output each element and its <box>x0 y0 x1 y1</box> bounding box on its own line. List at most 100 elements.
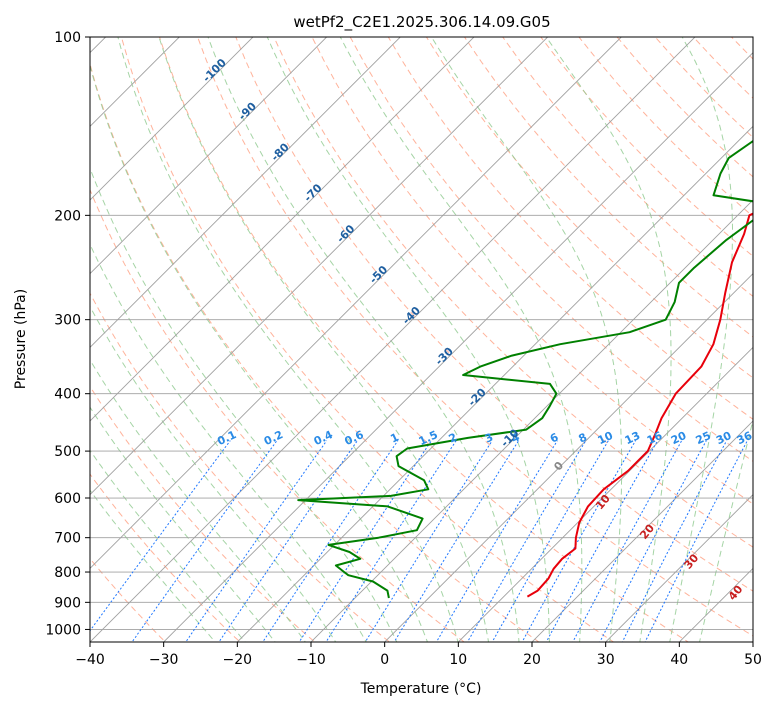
mixing-ratio-label: 3 <box>483 431 495 446</box>
moist-adiabat-line <box>90 63 428 642</box>
dry-adiabat-line <box>197 37 753 637</box>
y-tick-label: 700 <box>54 531 81 547</box>
dry-adiabat-label: -80 <box>269 140 292 163</box>
mixing-ratio-line <box>644 440 748 642</box>
y-axis-label: Pressure (hPa) <box>13 289 29 389</box>
mixing-ratio-line <box>572 440 683 642</box>
moist-adiabat-label: 30 <box>682 551 702 571</box>
isotherm-line <box>0 10 59 654</box>
mixing-ratio-label: 16 <box>645 429 665 447</box>
mixing-ratio-label: 8 <box>577 431 589 446</box>
isotherm-line <box>605 494 753 642</box>
moist-adiabat-line <box>431 37 623 642</box>
dry-adiabat-label: -40 <box>400 304 423 327</box>
y-tick-label: 300 <box>54 313 81 329</box>
y-tick-label: 400 <box>54 387 81 403</box>
dewpoint-profile-line <box>297 140 753 599</box>
x-tick-label: 40 <box>670 652 688 668</box>
dry-adiabat-line <box>425 37 753 379</box>
x-tick-label: −40 <box>75 652 105 668</box>
mixing-ratio-label: 0.2 <box>262 428 285 448</box>
mixing-ratio-label: 1.5 <box>417 428 440 448</box>
mixing-ratio-line <box>521 440 637 642</box>
x-tick-label: −20 <box>223 652 253 668</box>
dry-adiabat-line <box>158 37 690 642</box>
chart-title: wetPf2_C2E1.2025.306.14.09.G05 <box>293 13 550 32</box>
y-tick-label: 900 <box>54 595 81 611</box>
mixing-ratio-line <box>435 440 558 642</box>
dry-adiabat-line <box>90 188 465 642</box>
isotherm-line <box>90 37 696 642</box>
dry-adiabat-line <box>387 37 753 420</box>
dry-adiabat-label: -50 <box>367 263 390 286</box>
mixing-ratio-line <box>466 440 587 642</box>
moist-adiabat-label: 20 <box>637 521 657 541</box>
y-tick-label: 1000 <box>45 622 81 638</box>
x-tick-label: 30 <box>597 652 615 668</box>
x-tick-label: 20 <box>523 652 541 668</box>
axis-ticks: −40 −30 −20 −10 0 10 20 30 40 5010020030040050060… <box>45 30 762 668</box>
mixing-ratio-label: 20 <box>669 429 689 447</box>
x-tick-label: −10 <box>296 652 326 668</box>
dry-adiabat-label: -90 <box>236 99 259 122</box>
mixing-ratio-line <box>393 440 520 642</box>
isotherm-line <box>531 420 753 642</box>
mixing-ratio-label: 36 <box>735 429 755 447</box>
moist-adiabat-line <box>90 449 246 642</box>
y-tick-label: 800 <box>54 565 81 581</box>
dry-adiabat-line <box>235 37 753 592</box>
dry-adiabat-line <box>654 37 753 139</box>
isotherm-line <box>90 37 549 496</box>
dry-adiabat-label: -30 <box>433 345 456 368</box>
dry-adiabat-line <box>578 37 753 218</box>
temperature-profile-line <box>526 212 753 598</box>
dry-adiabat-line <box>90 62 540 642</box>
mixing-ratio-label: 0.6 <box>343 428 366 448</box>
mixing-ratio-line <box>185 440 328 642</box>
y-tick-label: 500 <box>54 444 81 460</box>
mixing-ratio-line <box>90 440 231 632</box>
moist-adiabat-line <box>158 37 490 642</box>
dry-adiabat-line <box>90 292 391 642</box>
moist-adiabat-line <box>90 305 337 642</box>
line-labels: 0.1 0.2 0.4 0.6 1 1.5 2 3 4 6 8 10 13 16 20 25 30 36-100-… <box>200 56 754 603</box>
mixing-ratio-line <box>545 440 659 642</box>
mixing-ratio-label: 13 <box>623 429 642 447</box>
moist-adiabat-line <box>699 418 753 642</box>
dry-adiabat-label: -60 <box>334 222 357 245</box>
moist-adiabat-line <box>207 37 520 642</box>
moist-adiabat-line <box>90 243 367 642</box>
x-axis-label: Temperature (°C) <box>360 681 482 697</box>
plot-data <box>297 140 753 599</box>
plot-frame <box>89 36 754 643</box>
mixing-ratio-label: 1 <box>388 431 400 446</box>
y-tick-label: 200 <box>54 208 81 224</box>
moist-adiabat-line <box>545 37 672 642</box>
mixing-ratio-line <box>262 440 399 642</box>
mixing-ratio-label: 6 <box>548 430 561 445</box>
mixing-ratio-label: 0.1 <box>215 428 238 448</box>
moist-adiabat-line <box>339 37 583 642</box>
dry-adiabat-line <box>90 385 316 642</box>
mixing-ratio-label: 10 <box>596 429 616 447</box>
mixing-ratio-label: 30 <box>714 429 734 447</box>
dry-adiabat-line <box>120 37 615 642</box>
isotherm-line <box>384 273 753 642</box>
moist-adiabat-line <box>90 489 216 642</box>
isotherm-line <box>163 52 753 642</box>
moist-adiabat-label: 0 <box>551 459 566 473</box>
dry-adiabat-label: -70 <box>301 181 324 204</box>
x-tick-label: 50 <box>744 652 762 668</box>
isotherm-line <box>90 37 475 422</box>
moist-adiabat-label: 40 <box>726 583 746 603</box>
mixing-ratio-label: 0.4 <box>312 428 335 448</box>
isotherm-line <box>90 37 180 127</box>
dry-adiabat-line <box>540 37 753 257</box>
moist-adiabat-line <box>266 37 550 642</box>
mixing-ratio-line <box>599 440 707 642</box>
mixing-ratio-line <box>364 440 493 642</box>
y-tick-label: 100 <box>54 30 81 46</box>
x-tick-label: 10 <box>449 652 467 668</box>
dry-adiabat-label: -20 <box>466 385 489 408</box>
